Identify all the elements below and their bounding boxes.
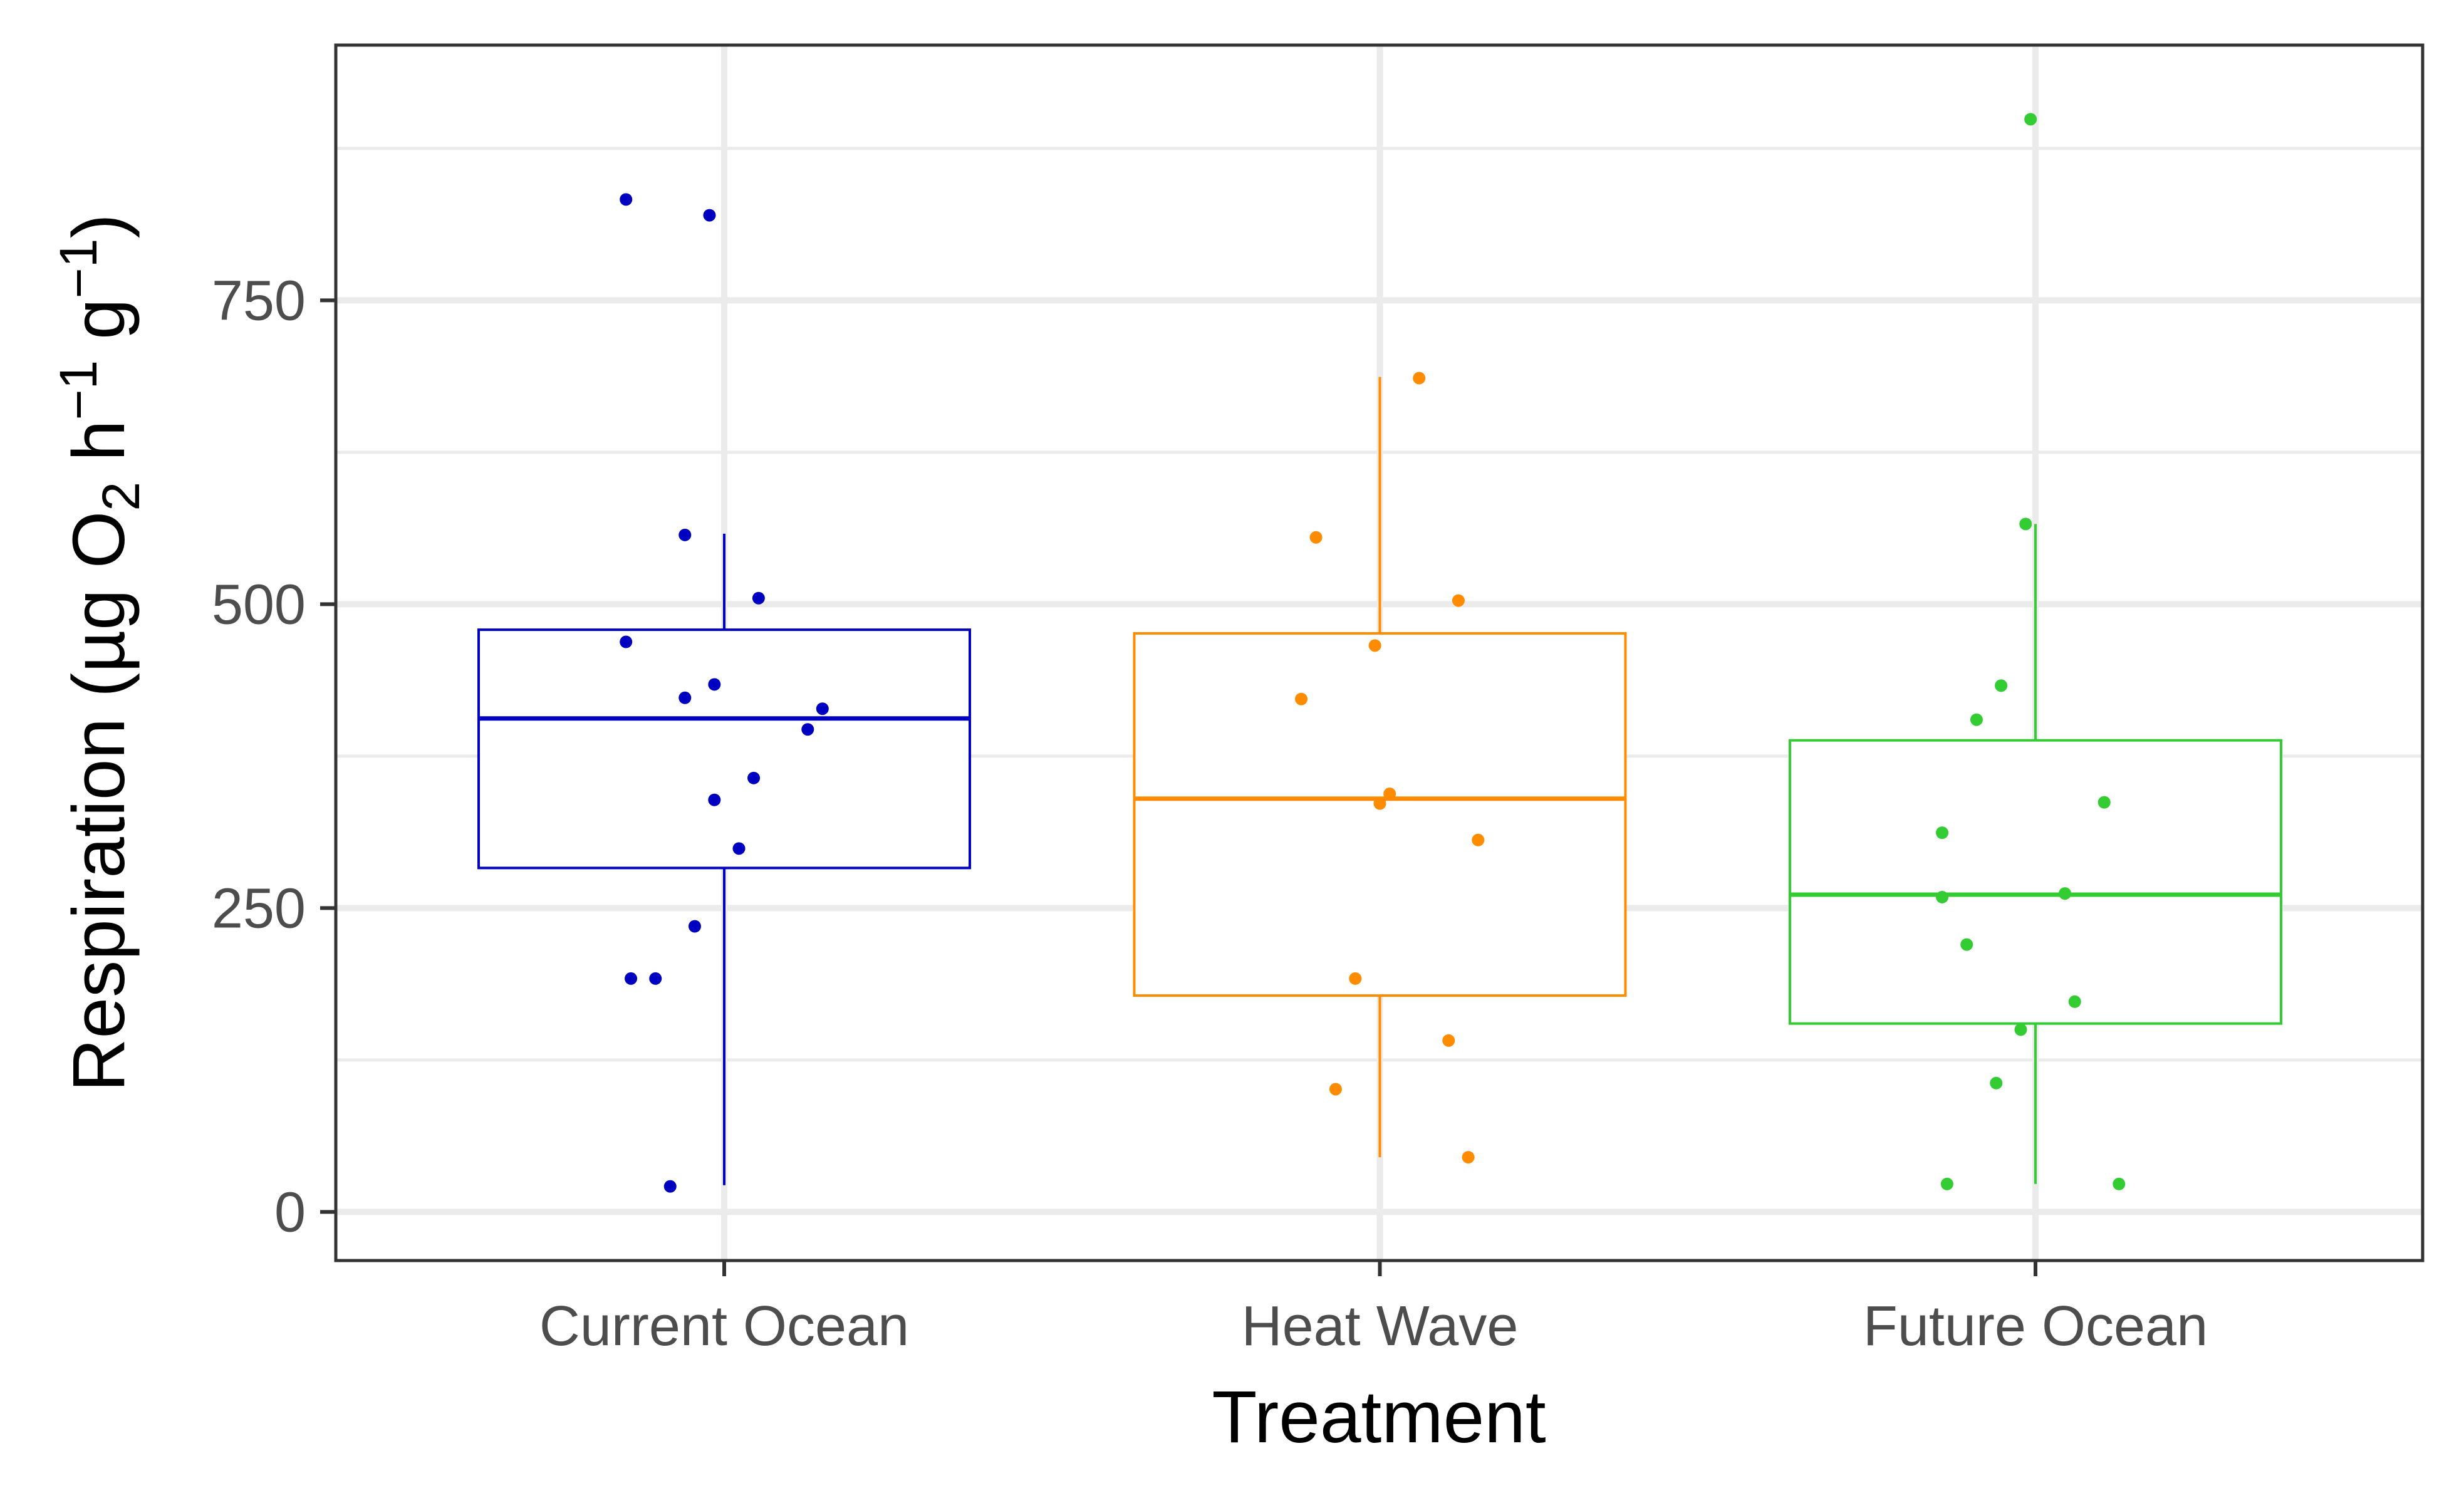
data-point	[2068, 995, 2081, 1008]
data-point	[1295, 692, 1308, 705]
x-tick-label: Future Ocean	[1863, 1295, 2208, 1358]
y-axis-title-subscript: 2	[91, 482, 150, 511]
y-axis-title-superscript-1: −1	[49, 360, 108, 420]
y-axis-title-h: h	[58, 420, 140, 482]
data-point	[2024, 113, 2037, 126]
data-point	[620, 635, 633, 648]
data-point	[2019, 518, 2032, 531]
y-axis-title-g: g	[58, 298, 140, 360]
data-point	[678, 528, 692, 541]
data-point	[1462, 1151, 1475, 1164]
data-point	[1452, 594, 1465, 607]
y-tick-label: 750	[212, 269, 306, 332]
data-point	[620, 193, 633, 206]
data-point	[1442, 1034, 1455, 1047]
data-point	[816, 702, 829, 715]
y-tick-label: 250	[212, 877, 306, 940]
box-heat-wave	[1133, 377, 1627, 1158]
data-point	[1995, 679, 2008, 692]
box-iqr	[477, 628, 971, 870]
data-point	[732, 842, 746, 855]
data-point	[2098, 796, 2111, 809]
data-point	[752, 591, 765, 605]
data-point	[1970, 713, 1983, 726]
data-point	[1413, 372, 1426, 385]
data-point	[649, 972, 662, 985]
y-axis-title-main: Respiration (µg O	[58, 511, 140, 1092]
data-point	[708, 793, 721, 806]
y-axis-title-close: )	[58, 214, 140, 238]
box-current-ocean	[477, 533, 971, 1185]
data-point	[1309, 531, 1323, 544]
data-point	[1960, 938, 1973, 951]
point-layer	[620, 113, 2126, 1193]
y-tick-label: 500	[212, 573, 306, 636]
data-point	[1349, 972, 1362, 985]
box-iqr	[1133, 632, 1627, 997]
data-point	[1936, 890, 1949, 903]
data-point	[1990, 1076, 2003, 1090]
data-point	[1329, 1083, 1342, 1096]
data-point	[2059, 887, 2072, 900]
x-tick-label: Current Ocean	[539, 1295, 909, 1358]
data-point	[1936, 826, 1949, 840]
data-point	[747, 771, 761, 784]
data-point	[663, 1180, 677, 1193]
data-point	[1373, 797, 1386, 810]
y-tick-label: 0	[274, 1181, 306, 1244]
box-future-ocean	[1789, 524, 2282, 1184]
y-axis-title: Respiration (µg O2 h−1 g−1)	[49, 214, 150, 1092]
data-point	[1368, 639, 1381, 652]
data-point	[2113, 1177, 2126, 1190]
x-tick-label: Heat Wave	[1242, 1295, 1519, 1358]
axis-layer: 0 250 500 750 Current Ocean Heat Wave Future O…	[212, 269, 2208, 1358]
data-point	[1383, 788, 1396, 801]
box-iqr	[1789, 739, 2282, 1025]
data-point	[708, 678, 721, 691]
x-axis-title: Treatment	[1212, 1376, 1546, 1459]
data-point	[801, 723, 814, 736]
box-layer	[477, 377, 2282, 1185]
data-point	[625, 972, 638, 985]
data-point	[2014, 1023, 2027, 1036]
data-point	[688, 920, 701, 933]
data-point	[678, 691, 692, 704]
data-point	[703, 209, 716, 222]
y-axis-title-superscript-2: −1	[49, 239, 108, 299]
data-point	[1940, 1177, 1953, 1190]
data-point	[1472, 833, 1485, 846]
